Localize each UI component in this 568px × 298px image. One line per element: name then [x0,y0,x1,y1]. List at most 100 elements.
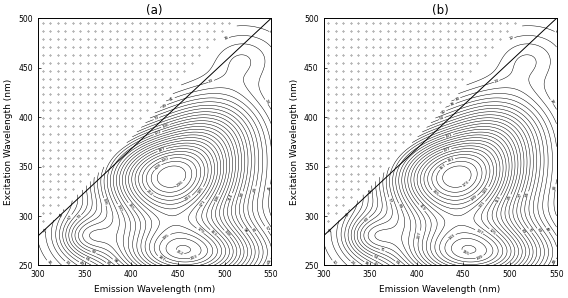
Text: 41: 41 [59,211,65,217]
Text: 6: 6 [554,30,558,35]
Text: 33: 33 [208,79,215,84]
Text: 125: 125 [488,228,497,236]
Text: 65: 65 [394,260,401,266]
Text: 122: 122 [153,130,162,136]
Text: 16: 16 [45,259,52,266]
Text: 48: 48 [366,188,370,194]
Text: 73: 73 [153,116,160,121]
Text: 48: 48 [552,258,558,265]
Text: 57: 57 [67,214,73,220]
Text: 138: 138 [223,229,231,238]
Text: 83: 83 [520,228,526,235]
Text: 18: 18 [549,99,555,105]
Text: 54: 54 [438,116,445,121]
Text: 65: 65 [267,258,273,265]
Text: 30: 30 [454,96,461,102]
Text: 33: 33 [64,260,70,266]
Text: 187: 187 [157,254,165,262]
Text: 106: 106 [161,123,170,129]
Text: 203: 203 [184,194,193,202]
Text: 18: 18 [329,226,333,232]
Text: 49: 49 [161,103,168,108]
Text: 65: 65 [525,191,531,197]
Text: 101: 101 [445,133,453,139]
Text: 173: 173 [461,180,470,188]
Text: 65: 65 [253,186,258,192]
Text: 65: 65 [84,257,91,263]
Text: 16: 16 [223,36,229,41]
Text: 90: 90 [240,191,245,197]
Text: 90: 90 [90,250,97,255]
Text: 220: 220 [161,156,170,163]
Text: 24: 24 [494,79,500,84]
Text: 42: 42 [373,262,379,268]
Text: 187: 187 [157,147,166,153]
Text: 163: 163 [209,229,218,237]
Text: 171: 171 [199,199,207,207]
Text: 73: 73 [76,213,82,220]
Text: 12: 12 [331,259,337,266]
Text: 106: 106 [102,198,108,206]
Text: 137: 137 [442,147,452,153]
Text: 42: 42 [441,109,447,114]
Text: 113: 113 [495,195,502,204]
Text: 95: 95 [507,194,512,200]
Text: 143: 143 [448,233,456,240]
Text: 60: 60 [364,216,370,223]
Text: 119: 119 [418,204,426,212]
Text: 36: 36 [449,102,456,107]
Text: 98: 98 [242,227,248,234]
Text: 212: 212 [176,249,184,256]
Text: 179: 179 [196,227,204,235]
Text: 107: 107 [417,230,422,239]
Y-axis label: Excitation Wavelength (nm): Excitation Wavelength (nm) [290,79,299,205]
Text: 30: 30 [553,184,558,190]
Text: 41: 41 [169,96,175,102]
Text: 146: 146 [214,194,220,203]
Text: 24: 24 [264,99,269,105]
Text: 36: 36 [364,260,370,266]
Text: 49: 49 [78,260,85,266]
X-axis label: Emission Wavelength (nm): Emission Wavelength (nm) [379,285,500,294]
Text: 48: 48 [544,226,550,233]
Text: 155: 155 [461,249,470,256]
Text: 137: 137 [475,228,483,235]
Text: 24: 24 [44,226,48,232]
Text: 71: 71 [527,227,533,234]
Text: 81: 81 [105,261,112,267]
Text: 203: 203 [190,254,199,260]
Title: (a): (a) [147,4,163,17]
Text: 98: 98 [112,258,118,264]
Text: 212: 212 [145,189,154,197]
Text: 77: 77 [518,192,523,198]
Text: 228: 228 [153,163,162,171]
Text: 114: 114 [228,193,234,201]
Text: 155: 155 [127,202,135,211]
Text: 30: 30 [345,211,350,217]
Text: 131: 131 [479,200,487,209]
Text: 143: 143 [483,186,490,195]
Text: 167: 167 [439,163,448,171]
Title: (b): (b) [432,4,448,17]
Text: 77: 77 [387,197,392,203]
Text: 195: 195 [197,186,205,195]
Y-axis label: Excitation Wavelength (nm): Excitation Wavelength (nm) [4,79,13,205]
Text: 24: 24 [349,260,356,266]
Text: 161: 161 [446,156,455,163]
Text: 54: 54 [372,254,379,260]
Text: 41: 41 [268,184,273,190]
Text: 81: 81 [250,227,256,234]
Text: 60: 60 [536,227,542,234]
Text: 195: 195 [162,233,171,240]
Text: 89: 89 [397,203,403,209]
X-axis label: Emission Wavelength (nm): Emission Wavelength (nm) [94,285,215,294]
Text: 130: 130 [116,204,123,212]
Text: 8: 8 [269,30,273,35]
Text: 57: 57 [264,225,270,232]
Text: 149: 149 [475,254,484,260]
Text: 149: 149 [470,194,478,202]
Text: 71: 71 [379,248,386,253]
Text: 236: 236 [176,180,185,188]
Text: 12: 12 [508,36,515,41]
Text: 155: 155 [431,189,439,197]
